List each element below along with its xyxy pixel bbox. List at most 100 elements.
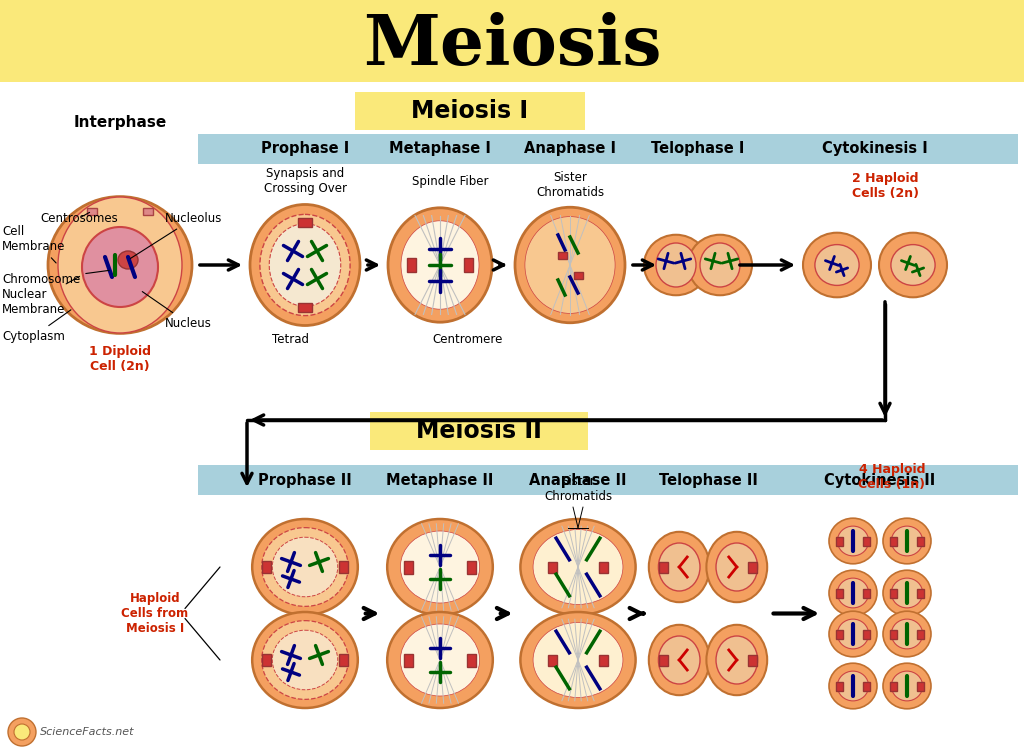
FancyBboxPatch shape — [467, 653, 476, 667]
Text: Cytoplasm: Cytoplasm — [2, 310, 71, 343]
Ellipse shape — [649, 531, 710, 603]
FancyBboxPatch shape — [916, 588, 924, 597]
Text: Anaphase I: Anaphase I — [524, 141, 616, 156]
Ellipse shape — [401, 221, 479, 309]
Ellipse shape — [250, 205, 360, 326]
FancyBboxPatch shape — [573, 271, 583, 278]
Ellipse shape — [829, 663, 877, 709]
Ellipse shape — [879, 233, 947, 297]
Ellipse shape — [252, 519, 357, 615]
Text: Meiosis I: Meiosis I — [412, 99, 528, 123]
Text: Cytokinesis I: Cytokinesis I — [822, 141, 928, 156]
Ellipse shape — [400, 531, 479, 603]
Ellipse shape — [14, 724, 30, 740]
Ellipse shape — [515, 207, 625, 323]
Text: Nucleolus: Nucleolus — [130, 212, 222, 259]
Text: Prophase II: Prophase II — [258, 472, 352, 488]
FancyBboxPatch shape — [370, 412, 588, 450]
Text: Cell
Membrane: Cell Membrane — [2, 225, 66, 263]
Text: Haploid
Cells from
Meiosis I: Haploid Cells from Meiosis I — [122, 592, 188, 635]
FancyBboxPatch shape — [599, 655, 608, 665]
FancyBboxPatch shape — [837, 681, 844, 690]
Ellipse shape — [387, 612, 493, 708]
Ellipse shape — [118, 251, 138, 269]
FancyBboxPatch shape — [837, 588, 844, 597]
FancyBboxPatch shape — [862, 588, 869, 597]
FancyBboxPatch shape — [262, 561, 271, 573]
FancyBboxPatch shape — [548, 655, 557, 665]
FancyBboxPatch shape — [916, 630, 924, 639]
FancyBboxPatch shape — [749, 562, 757, 572]
FancyBboxPatch shape — [916, 537, 924, 546]
Ellipse shape — [520, 612, 636, 708]
Ellipse shape — [700, 243, 740, 287]
FancyBboxPatch shape — [262, 654, 271, 666]
Ellipse shape — [525, 217, 615, 314]
Text: Tetrad: Tetrad — [271, 333, 308, 346]
Ellipse shape — [400, 624, 479, 696]
FancyBboxPatch shape — [407, 258, 416, 272]
Text: 1 Diploid
Cell (2n): 1 Diploid Cell (2n) — [89, 345, 151, 373]
FancyBboxPatch shape — [339, 561, 347, 573]
Ellipse shape — [388, 208, 492, 322]
Ellipse shape — [649, 624, 710, 696]
Text: Synapsis and
Crossing Over: Synapsis and Crossing Over — [263, 167, 346, 195]
FancyBboxPatch shape — [862, 630, 869, 639]
Bar — [198, 134, 1018, 164]
Ellipse shape — [644, 235, 708, 296]
Ellipse shape — [892, 526, 923, 556]
Ellipse shape — [260, 215, 350, 315]
Text: Cytokinesis II: Cytokinesis II — [824, 472, 936, 488]
Ellipse shape — [883, 663, 931, 709]
FancyBboxPatch shape — [557, 252, 566, 259]
Ellipse shape — [892, 671, 923, 701]
Ellipse shape — [707, 624, 767, 696]
FancyBboxPatch shape — [403, 653, 413, 667]
Ellipse shape — [838, 578, 868, 608]
Ellipse shape — [883, 518, 931, 564]
Ellipse shape — [272, 631, 338, 689]
Ellipse shape — [658, 543, 700, 591]
FancyBboxPatch shape — [916, 681, 924, 690]
Ellipse shape — [838, 619, 868, 649]
Ellipse shape — [829, 611, 877, 657]
FancyBboxPatch shape — [862, 537, 869, 546]
Text: Interphase: Interphase — [74, 114, 167, 129]
FancyBboxPatch shape — [749, 655, 757, 665]
Ellipse shape — [707, 531, 767, 603]
Ellipse shape — [658, 636, 700, 684]
Ellipse shape — [534, 529, 623, 605]
FancyBboxPatch shape — [837, 537, 844, 546]
FancyBboxPatch shape — [862, 681, 869, 690]
Ellipse shape — [883, 611, 931, 657]
Ellipse shape — [838, 671, 868, 701]
FancyBboxPatch shape — [87, 207, 97, 215]
FancyBboxPatch shape — [548, 562, 557, 572]
Text: Telophase I: Telophase I — [651, 141, 744, 156]
Text: Nuclear
Membrane: Nuclear Membrane — [2, 277, 80, 316]
Ellipse shape — [272, 538, 338, 596]
Bar — [0, 0, 1024, 82]
Ellipse shape — [891, 245, 935, 286]
Ellipse shape — [262, 528, 348, 606]
Text: Meiosis II: Meiosis II — [416, 419, 542, 443]
Text: 4 Haploid
Cells (1n): 4 Haploid Cells (1n) — [858, 463, 926, 491]
Text: Centrosomes: Centrosomes — [40, 212, 118, 225]
Ellipse shape — [829, 518, 877, 564]
Ellipse shape — [269, 224, 341, 306]
Ellipse shape — [252, 612, 357, 708]
FancyBboxPatch shape — [890, 588, 897, 597]
Ellipse shape — [803, 233, 871, 297]
Text: ScienceFacts.net: ScienceFacts.net — [40, 727, 134, 737]
Text: Spindle Fiber: Spindle Fiber — [412, 175, 488, 187]
FancyBboxPatch shape — [464, 258, 473, 272]
Ellipse shape — [387, 519, 493, 615]
Text: Anaphase II: Anaphase II — [529, 472, 627, 488]
FancyBboxPatch shape — [658, 655, 668, 665]
Ellipse shape — [534, 622, 623, 698]
FancyBboxPatch shape — [890, 630, 897, 639]
FancyBboxPatch shape — [467, 560, 476, 574]
Ellipse shape — [883, 570, 931, 616]
Text: Telophase II: Telophase II — [658, 472, 758, 488]
FancyBboxPatch shape — [355, 92, 585, 130]
